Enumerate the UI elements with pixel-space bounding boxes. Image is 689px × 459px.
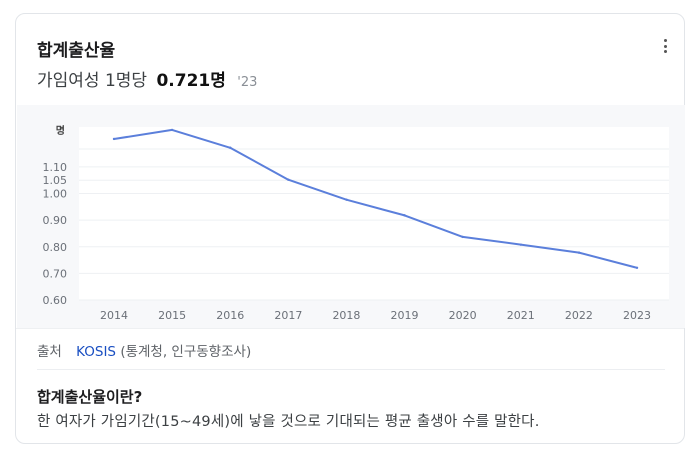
y-tick-label: 1.00: [43, 188, 68, 201]
data-point: [461, 235, 464, 239]
source-label: 출처: [37, 344, 62, 360]
y-tick-label: 0.90: [43, 214, 68, 227]
data-point: [345, 198, 348, 201]
divider: [37, 369, 665, 370]
chart-svg: 0.60 0.70 0.80 0.90 1.001.051.10 명 2014 2015 201…: [43, 124, 669, 322]
source-line: 출처 KOSIS (통계청, 인구동향조사): [37, 340, 251, 360]
data-point: [112, 137, 116, 141]
x-tick-label: 2015: [158, 309, 186, 322]
more-vert-icon[interactable]: [661, 36, 669, 56]
source-link[interactable]: KOSIS: [76, 344, 117, 360]
line-chart: 0.60 0.70 0.80 0.90 1.00 1.05 1.10 명 2014 2015 201…: [17, 105, 685, 328]
definition-title: 합계출산율이란?: [37, 388, 143, 406]
data-point: [519, 243, 522, 246]
series-line: [113, 128, 638, 269]
x-tick-label: 2014: [100, 309, 128, 322]
data-point: [577, 251, 581, 254]
y-axis-unit-label: 명: [56, 124, 65, 137]
x-tick-label: 2023: [623, 309, 651, 322]
x-tick-label: 2019: [391, 309, 419, 322]
y-tick-label: 1.05: [43, 174, 68, 187]
more-dot: [663, 50, 667, 53]
x-tick-label: 2020: [449, 309, 477, 322]
data-point: [229, 146, 232, 149]
divider: [16, 328, 684, 329]
x-tick-label: 2022: [565, 309, 593, 322]
fertility-rate-card: 합계출산율 가임여성 1명당 0.721명 '23 0.60 0.70 0.80 0.…: [15, 13, 685, 444]
more-dot: [663, 44, 667, 48]
plot-background: [79, 127, 669, 300]
y-tick-label: 0.60: [43, 294, 68, 307]
more-dot: [663, 39, 667, 42]
data-point: [170, 128, 174, 132]
x-tick-label: 2016: [216, 309, 244, 322]
card-title: 합계출산율: [37, 41, 116, 61]
x-tick-label: 2017: [274, 309, 302, 322]
y-tick-label: 1.10: [43, 161, 68, 174]
data-point: [287, 178, 290, 181]
y-tick-label: 0.80: [43, 241, 68, 254]
y-tick-label: 0.70: [43, 267, 68, 280]
data-point: [403, 214, 406, 217]
x-tick-label: 2018: [332, 309, 360, 322]
source-detail: (통계청, 인구동향조사): [120, 344, 252, 360]
subtitle-year: '23: [237, 75, 258, 90]
data-point: [635, 266, 639, 269]
subtitle-value: 0.721명: [156, 71, 226, 91]
card-subtitle: 가임여성 1명당 0.721명 '23: [37, 66, 257, 91]
subtitle-label: 가임여성 1명당: [37, 71, 148, 91]
definition-text: 한 여자가 가임기간(15~49세)에 낳을 것으로 기대되는 평균 출생아 수…: [37, 414, 540, 430]
x-tick-label: 2021: [507, 309, 535, 322]
